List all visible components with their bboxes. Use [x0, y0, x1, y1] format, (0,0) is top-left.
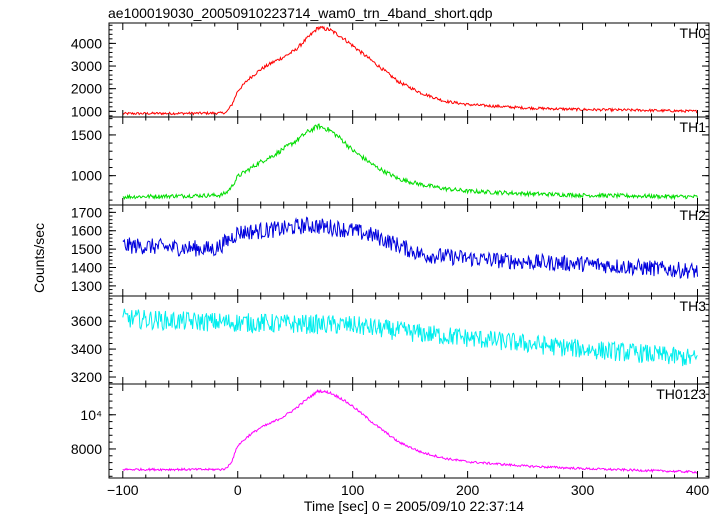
panel-th3: TH3 3200 3400 3600: [71, 295, 710, 385]
x-tick-label: 100: [341, 482, 365, 498]
series-line-th0: [122, 25, 698, 116]
y-tick-label: 4000: [71, 35, 102, 51]
series-line-th2: [122, 216, 698, 279]
panel-th2: TH2 1300 1400 1500 1600 1700: [71, 204, 710, 297]
x-tick-label: −100: [107, 482, 139, 498]
x-axis-label: Time [sec] 0 = 2005/09/10 22:37:14: [304, 498, 524, 514]
x-tick-label: 0: [234, 482, 242, 498]
y-tick-label: 1300: [71, 278, 102, 294]
panel-label: TH1: [680, 119, 707, 135]
panels-group: TH01000200030004000TH110001500TH21300140…: [71, 22, 710, 498]
y-tick-label: 3200: [71, 369, 102, 385]
y-tick-label: 3000: [71, 58, 102, 74]
panel-th0: TH0 1000 2000 3000 4000: [71, 22, 710, 119]
y-tick-label: 1500: [71, 127, 102, 143]
panel-th1: TH1 1000 1500: [71, 116, 710, 206]
y-tick-label: 8000: [71, 441, 102, 457]
panel-label: TH0123: [656, 386, 706, 402]
y-tick-label: 3400: [71, 341, 102, 357]
series-line-th3: [122, 308, 698, 367]
series-line-th1: [122, 123, 698, 201]
y-tick-label: 1600: [71, 223, 102, 239]
panel-frame: [108, 383, 710, 479]
x-tick-label: 300: [571, 482, 595, 498]
panel-th0123: TH0123 8000 10⁴ −100 0 100 200 300 400: [71, 383, 710, 498]
y-tick-label: 1500: [71, 241, 102, 257]
panel-frame: [108, 295, 710, 385]
chart-title: ae100019030_20050910223714_wam0_trn_4ban…: [108, 5, 493, 21]
y-tick-label: 1000: [71, 168, 102, 184]
panel-frame: [108, 116, 710, 206]
panel-label: TH2: [680, 207, 707, 223]
y-tick-label: 3600: [71, 313, 102, 329]
y-tick-label: 1400: [71, 260, 102, 276]
y-tick-label: 1000: [71, 103, 102, 119]
y-tick-label: 2000: [71, 81, 102, 97]
x-tick-label: 200: [456, 482, 480, 498]
series-line-th0123: [122, 388, 698, 474]
panel-label: TH3: [680, 298, 707, 314]
panel-frame: [108, 22, 710, 118]
y-axis-label: Counts/sec: [31, 223, 47, 293]
y-tick-label: 10⁴: [80, 407, 102, 423]
x-tick-label: 400: [686, 482, 710, 498]
panel-label: TH0: [680, 25, 707, 41]
y-tick-label: 1700: [71, 204, 102, 220]
